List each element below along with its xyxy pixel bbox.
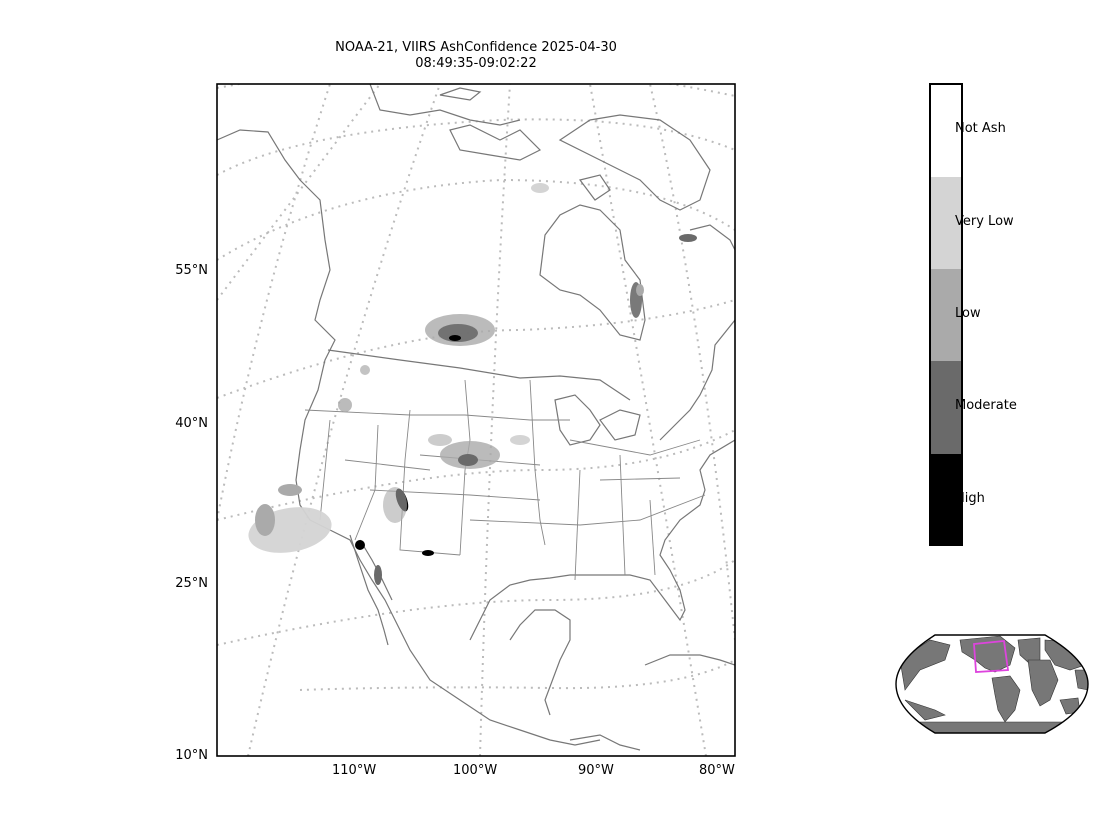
colorbar [929, 83, 963, 546]
lon-tick-label: 90°W [578, 763, 614, 778]
lat-tick-label: 55°N [175, 263, 208, 278]
graticule-longitudes [217, 84, 735, 756]
colorbar-label: Low [955, 306, 981, 321]
colorbar-segment [931, 85, 961, 177]
map-title: NOAA-21, VIIRS AshConfidence 2025-04-30 … [216, 40, 736, 72]
inset-globe [895, 634, 1089, 734]
map-frame [216, 83, 736, 757]
inset-region-box [973, 640, 1010, 673]
colorbar-segment [931, 361, 961, 454]
colorbar-segment [931, 454, 961, 544]
coastlines [217, 84, 735, 751]
colorbar-segment [931, 177, 961, 269]
lat-tick-label: 25°N [175, 576, 208, 591]
ash-confidence-overlay [248, 183, 697, 585]
lon-tick-label: 110°W [332, 763, 377, 778]
graticule-latitudes [217, 84, 735, 691]
inset-globe-outline [895, 634, 1089, 734]
title-line-1: NOAA-21, VIIRS AshConfidence 2025-04-30 [335, 40, 617, 55]
colorbar-label: Not Ash [955, 121, 1006, 136]
colorbar-label: High [955, 491, 985, 506]
colorbar-segment [931, 269, 961, 361]
main-map [216, 83, 736, 757]
title-line-2: 08:49:35-09:02:22 [415, 56, 537, 71]
lon-tick-label: 80°W [699, 763, 735, 778]
lon-tick-label: 100°W [453, 763, 498, 778]
colorbar-label: Moderate [955, 398, 1017, 413]
lat-tick-label: 10°N [175, 748, 208, 763]
lat-tick-label: 40°N [175, 416, 208, 431]
colorbar-label: Very Low [955, 214, 1014, 229]
